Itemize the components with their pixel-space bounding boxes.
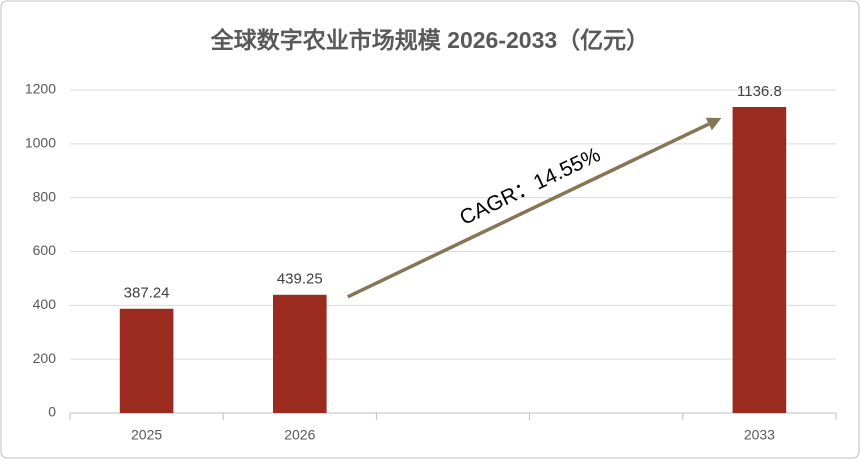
y-tick-label: 1000 (25, 135, 56, 151)
arrow-head (705, 117, 722, 131)
value-label: 439.25 (277, 271, 323, 288)
y-tick-label: 0 (48, 404, 56, 420)
x-tick-label: 2033 (744, 427, 775, 443)
x-tick-label: 2025 (131, 427, 162, 443)
y-tick-label: 200 (33, 350, 57, 366)
bar (732, 107, 787, 414)
y-tick-label: 800 (33, 188, 57, 204)
value-label: 1136.8 (737, 83, 782, 100)
bar (272, 294, 327, 413)
bar (119, 308, 174, 413)
chart-title: 全球数字农业市场规模 2026-2033（亿元） (210, 27, 649, 53)
arrow-line (347, 122, 710, 299)
y-tick-label: 600 (33, 242, 57, 258)
x-tick-label: 2026 (284, 427, 315, 443)
y-tick-label: 1200 (25, 81, 56, 97)
y-tick-label: 400 (33, 296, 57, 312)
value-label: 387.24 (124, 285, 170, 302)
